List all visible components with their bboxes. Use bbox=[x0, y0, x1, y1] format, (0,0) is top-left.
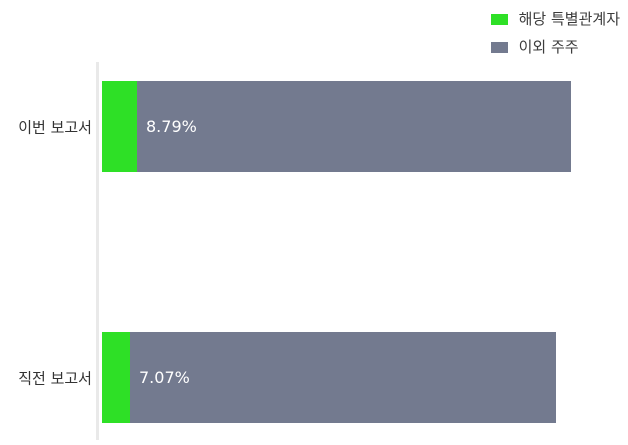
bar-segment-other-shareholders-1[interactable]: 7.07% bbox=[130, 332, 556, 423]
legend-label-1: 이외 주주 bbox=[518, 37, 579, 56]
bar-value-label-1: 7.07% bbox=[139, 367, 190, 387]
legend-swatch-gray-icon bbox=[490, 41, 508, 53]
bar-row: 이번 보고서 8.79% bbox=[0, 81, 628, 172]
chart-legend: 해당 특별관계자 이외 주주 bbox=[490, 9, 620, 56]
legend-item-0[interactable]: 해당 특별관계자 bbox=[490, 9, 620, 28]
legend-swatch-green-icon bbox=[490, 13, 508, 25]
bar-row: 직전 보고서 7.07% bbox=[0, 332, 628, 423]
bar-segment-special-related-1[interactable] bbox=[102, 332, 130, 423]
bar-track-1: 7.07% bbox=[102, 332, 556, 423]
legend-label-0: 해당 특별관계자 bbox=[518, 9, 620, 28]
bar-track-0: 8.79% bbox=[102, 81, 571, 172]
bar-segment-other-shareholders-0[interactable]: 8.79% bbox=[137, 81, 571, 172]
category-label-1: 직전 보고서 bbox=[18, 369, 92, 387]
y-axis-line bbox=[96, 62, 99, 440]
legend-item-1[interactable]: 이외 주주 bbox=[490, 37, 579, 56]
bar-segment-special-related-0[interactable] bbox=[102, 81, 137, 172]
bar-value-label-0: 8.79% bbox=[146, 116, 197, 136]
category-label-0: 이번 보고서 bbox=[18, 118, 92, 136]
